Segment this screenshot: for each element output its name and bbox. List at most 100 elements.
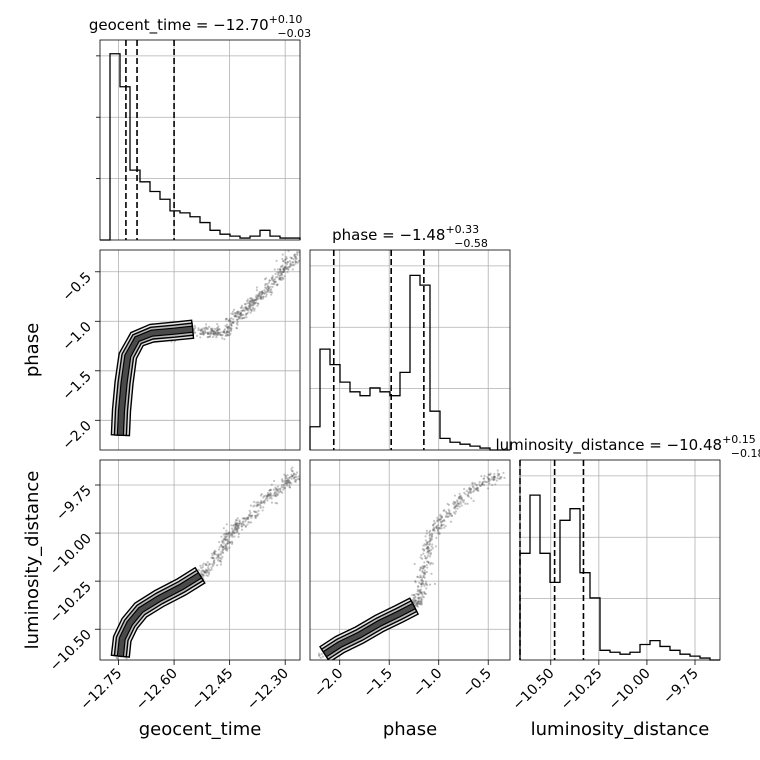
sample-point: [414, 599, 418, 602]
sample-point: [246, 311, 249, 315]
sample-point: [238, 519, 241, 522]
sample-point: [265, 495, 269, 498]
sample-point: [285, 479, 289, 482]
sample-point: [281, 480, 284, 483]
sample-point: [226, 538, 229, 541]
sample-point: [424, 535, 427, 538]
sample-point: [240, 528, 244, 531]
sample-point: [246, 302, 249, 305]
sample-point: [481, 481, 484, 484]
sample-point: [235, 523, 238, 526]
sample-point: [282, 268, 286, 272]
sample-point: [206, 336, 209, 339]
sample-point: [242, 313, 245, 316]
sample-point: [278, 270, 281, 273]
sample-point: [241, 309, 244, 312]
sample-point: [436, 527, 439, 530]
sample-point: [224, 318, 228, 321]
sample-point: [262, 495, 266, 498]
panel-frame: [99, 249, 301, 451]
sample-point: [496, 469, 499, 472]
sample-point: [435, 526, 438, 530]
sample-point: [422, 583, 425, 586]
sample-point: [255, 504, 259, 507]
sample-point: [415, 602, 419, 605]
sample-point: [270, 278, 274, 282]
sample-point: [428, 534, 431, 537]
xlabel-geocent-time: geocent_time: [139, 719, 262, 740]
sample-point: [431, 529, 435, 532]
sample-point: [279, 267, 282, 270]
sample-point: [251, 299, 254, 302]
sample-point: [260, 297, 263, 301]
panel-frame-geocent-time: [99, 39, 301, 241]
sample-point: [222, 527, 225, 530]
sample-point: [487, 473, 490, 476]
sample-point: [258, 297, 261, 300]
sample-point: [284, 267, 287, 270]
sample-point: [273, 281, 276, 284]
sample-point: [262, 506, 265, 509]
sample-point: [224, 538, 227, 541]
sample-point: [222, 533, 225, 536]
sample-point: [452, 502, 455, 505]
sample-point: [275, 283, 278, 286]
y-tick-label-luminosity-distance: −10.25: [47, 579, 95, 627]
sample-point: [279, 490, 283, 493]
sample-point: [421, 565, 424, 568]
sample-point: [219, 553, 222, 556]
sample-point: [223, 331, 226, 334]
sample-point: [212, 560, 216, 563]
sample-point: [240, 306, 243, 309]
sample-point: [421, 595, 424, 598]
sample-point: [447, 508, 450, 511]
sample-point: [241, 309, 244, 312]
sample-point: [201, 564, 204, 567]
sample-point: [239, 312, 243, 316]
sample-point: [492, 475, 496, 478]
sample-point: [236, 311, 239, 314]
sample-point: [276, 493, 279, 496]
sample-point: [426, 547, 429, 550]
sample-point: [230, 524, 233, 527]
sample-point: [223, 329, 226, 332]
sample-point: [294, 479, 297, 482]
sample-point: [221, 551, 224, 554]
sample-point: [281, 479, 284, 482]
sample-point: [244, 303, 247, 306]
sample-point: [254, 301, 257, 305]
sample-point: [500, 475, 503, 479]
sample-point: [266, 290, 269, 293]
sample-point: [252, 304, 255, 307]
sample-point: [212, 330, 215, 333]
sample-point: [476, 486, 480, 490]
sample-point: [219, 333, 222, 336]
sample-point: [426, 545, 429, 549]
sample-point: [414, 596, 417, 599]
sample-point: [487, 479, 490, 482]
sample-point: [273, 283, 276, 286]
sample-point: [471, 481, 474, 484]
sample-point: [219, 331, 222, 334]
sample-point: [210, 568, 213, 571]
sample-point: [222, 547, 225, 550]
sample-point: [298, 478, 300, 481]
sample-point: [216, 329, 219, 332]
sample-point: [287, 266, 290, 269]
sample-point: [292, 476, 296, 479]
sample-point: [265, 293, 268, 296]
sample-point: [216, 329, 219, 332]
sample-point: [218, 327, 221, 330]
sample-point: [254, 514, 257, 517]
sample-point: [236, 310, 239, 313]
sample-point: [222, 331, 225, 334]
sample-point: [284, 475, 287, 478]
sample-point: [258, 294, 261, 297]
sample-point: [252, 299, 255, 302]
sample-point: [273, 491, 277, 494]
sample-point: [482, 483, 486, 486]
sample-point: [425, 529, 428, 532]
sample-point: [467, 491, 470, 494]
title-phase: phase = −1.48+0.33 −0.58: [332, 223, 488, 250]
sample-point: [285, 267, 288, 270]
